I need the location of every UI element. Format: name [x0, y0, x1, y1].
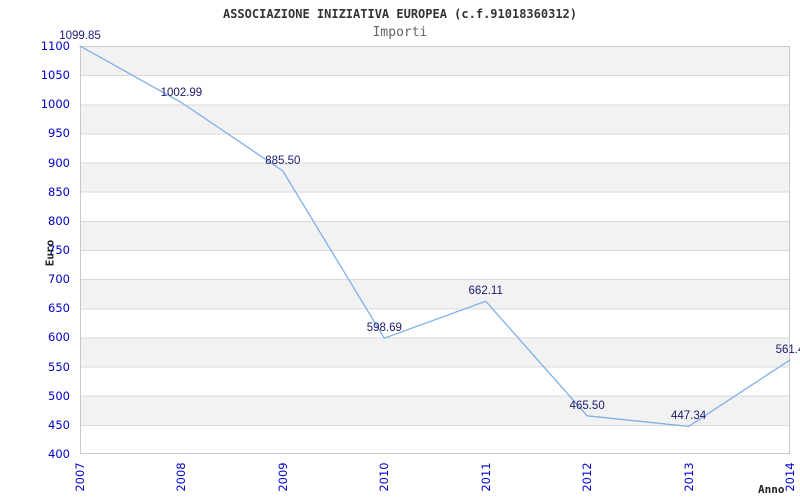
y-tick-label: 550 — [48, 359, 70, 374]
data-point-label: 598.69 — [366, 322, 402, 335]
x-tick-label: 2011 — [478, 462, 493, 492]
y-tick-label: 1050 — [40, 68, 70, 83]
y-tick-label: 850 — [48, 184, 70, 199]
chart-title: ASSOCIAZIONE INIZIATIVA EUROPEA (c.f.910… — [222, 7, 577, 21]
y-axis-title: Euro — [43, 239, 57, 267]
y-tick-label: 650 — [48, 301, 70, 316]
y-tick-label: 700 — [48, 272, 70, 287]
y-tick-label: 500 — [48, 388, 70, 403]
importi-line-series — [79, 45, 791, 428]
x-tick-label: 2007 — [73, 462, 87, 492]
y-tick-label: 900 — [48, 155, 70, 170]
data-point-label: 447.34 — [670, 410, 707, 423]
y-tick-label: 800 — [48, 213, 70, 228]
y-tick-label: 1100 — [40, 39, 70, 53]
x-tick-label: 2008 — [174, 462, 189, 492]
x-axis-title: Anno — [758, 483, 785, 496]
x-tick-label: 2012 — [580, 462, 595, 492]
chart-subtitle: Importi — [372, 25, 428, 40]
y-tick-label: 950 — [48, 126, 70, 141]
y-tick-label: 400 — [48, 447, 70, 461]
y-tick-label: 600 — [48, 330, 70, 345]
y-tick-label: 450 — [48, 417, 70, 432]
data-point-label: 662.11 — [468, 285, 503, 298]
data-point-label: 561.4 — [775, 343, 800, 356]
data-point-label: 885.50 — [265, 155, 301, 168]
x-tick-label: 2010 — [377, 462, 392, 492]
data-point-label: 465.50 — [569, 399, 605, 412]
x-tick-label: 2014 — [783, 462, 797, 492]
x-tick-label: 2013 — [681, 462, 696, 492]
y-tick-label: 750 — [48, 243, 70, 257]
x-tick-label: 2009 — [275, 462, 290, 492]
data-point-label: 1002.99 — [160, 86, 203, 99]
y-tick-label: 1000 — [40, 97, 70, 112]
data-point-label: 1099.85 — [59, 30, 101, 43]
line-chart-canvas — [79, 45, 791, 428]
